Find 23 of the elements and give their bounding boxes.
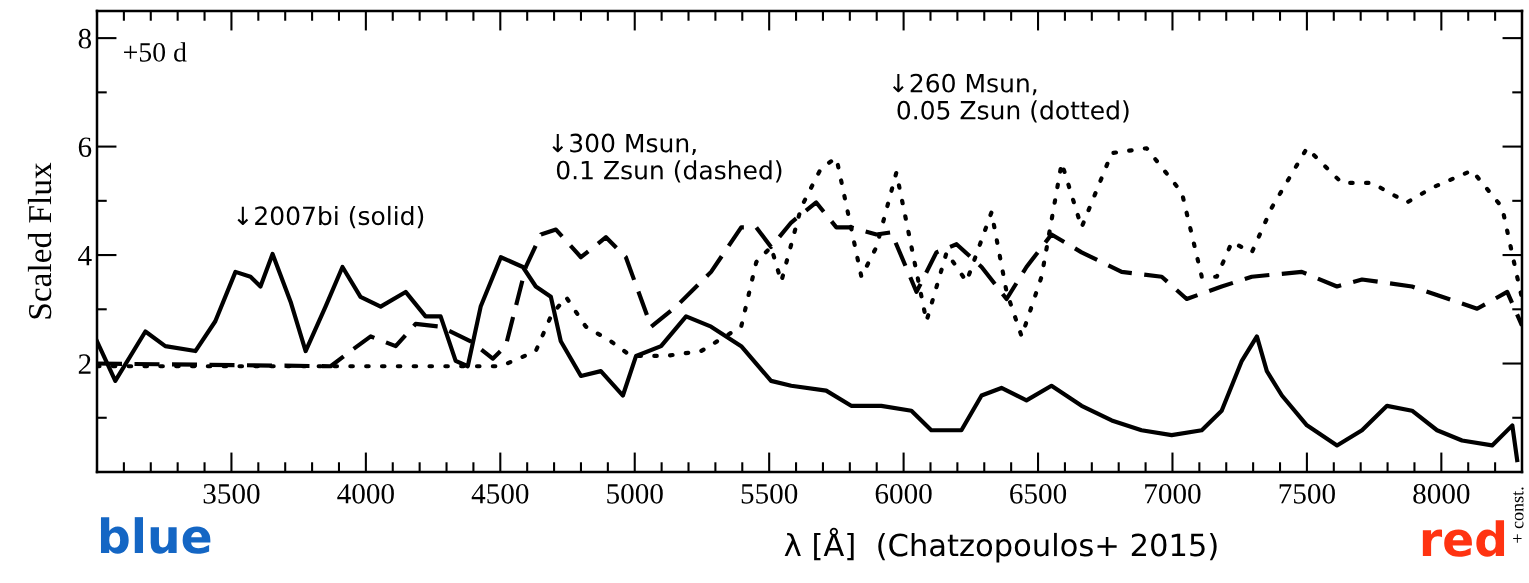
x-tick-label: 5000 bbox=[607, 483, 663, 504]
y-tick-label: 2 bbox=[78, 354, 91, 374]
annotation: ↓260 Msun, 0.05 Zsun (dotted) bbox=[892, 73, 1129, 123]
x-tick-label: 7000 bbox=[1145, 483, 1201, 504]
x-tick-label: 6000 bbox=[875, 483, 932, 504]
x-tick-label: 4000 bbox=[337, 483, 394, 504]
x-tick-label: 8000 bbox=[1413, 483, 1470, 504]
text: + const. bbox=[1513, 487, 1524, 543]
annotation: ↓300 Msun, 0.1 Zsun (dashed) bbox=[552, 133, 782, 183]
x-tick-label: 3500 bbox=[203, 483, 260, 504]
x-tick-label: 5500 bbox=[741, 483, 798, 504]
annotation: +50 d bbox=[124, 42, 187, 62]
x-tick-label: 7500 bbox=[1279, 483, 1335, 504]
annotation: ↓2007bi (solid) bbox=[237, 205, 424, 229]
text: blue bbox=[100, 517, 211, 554]
y-tick-label: 4 bbox=[78, 245, 92, 266]
y-axis-title: Scaled Flux bbox=[27, 162, 52, 319]
text: red bbox=[1422, 520, 1505, 557]
y-tick-label: 8 bbox=[78, 28, 92, 49]
x-tick-label: 4500 bbox=[471, 483, 529, 504]
x-axis-title: λ [Å] (Chatzopoulos+ 2015) bbox=[784, 527, 1217, 563]
x-tick-label: 6500 bbox=[1010, 483, 1067, 504]
y-tick-label: 6 bbox=[78, 137, 92, 157]
